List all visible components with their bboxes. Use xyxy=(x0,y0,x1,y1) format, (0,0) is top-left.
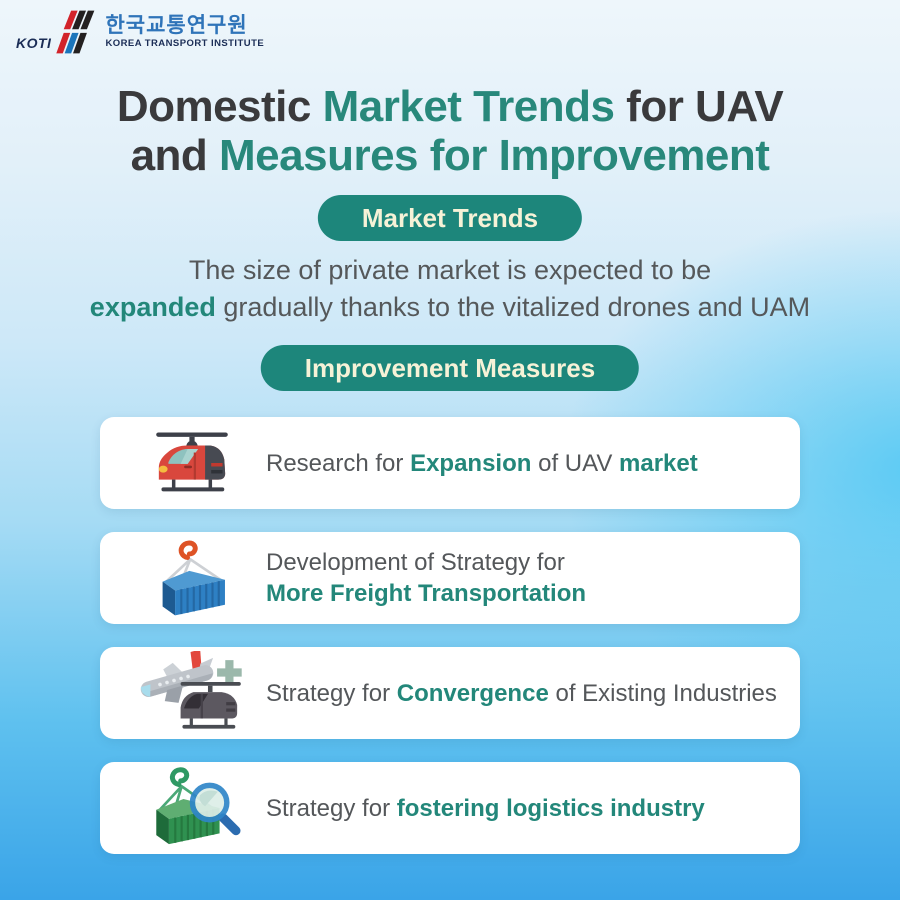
logo-names: 한국교통연구원 KOREA TRANSPORT INSTITUTE xyxy=(105,14,264,50)
card1-text-emphasis: market xyxy=(619,449,698,477)
description-line2-rest: gradually thanks to the vitalized drones… xyxy=(215,292,811,322)
measure-card-convergence: Strategy for Convergence of Existing Ind… xyxy=(100,647,800,739)
description-emphasis: expanded xyxy=(89,292,216,322)
card2-text-line2-emphasis: More Freight Transportation xyxy=(266,580,587,607)
improvement-measures-badge: Improvement Measures xyxy=(260,345,640,391)
card1-text-emphasis: Expansion xyxy=(410,449,532,477)
helicopter-icon xyxy=(126,425,258,501)
title-line2-teal: Measures for Improvement xyxy=(219,131,770,180)
card4-text-emphasis: fostering logistics industry xyxy=(396,794,705,822)
title-line1: Domestic Market Trends for UAV xyxy=(116,82,784,131)
logo-korean-name: 한국교통연구원 xyxy=(105,14,248,37)
page-title: Domestic Market Trends for UAV and Measu… xyxy=(0,82,900,180)
koti-acronym: KOTI xyxy=(16,35,52,51)
card1-text-part: of UAV xyxy=(531,449,620,477)
measure-card-logistics: Strategy for fostering logistics industr… xyxy=(100,762,800,854)
title-line1-dark: Domestic xyxy=(116,82,323,131)
koti-logo: KOTI 한국교통연구원 KOREA TRANSPORT INSTITUTE xyxy=(16,10,264,54)
card3-text-part: of Existing Industries xyxy=(548,679,777,707)
title-line2: and Measures for Improvement xyxy=(131,131,770,180)
measure-card-freight: Development of Strategy for More Freight… xyxy=(100,532,800,624)
title-line1-teal: Market Trends xyxy=(322,82,615,131)
logo-english-name: KOREA TRANSPORT INSTITUTE xyxy=(105,38,265,49)
card3-text-emphasis: Convergence xyxy=(396,679,549,707)
card1-text-part: Research for xyxy=(266,449,411,477)
card-text-logistics: Strategy for fostering logistics industr… xyxy=(266,793,705,824)
card2-text-line1: Development of Strategy for xyxy=(266,549,565,576)
measure-card-expansion: Research for Expansion of UAV market xyxy=(100,417,800,509)
card3-text-part: Strategy for xyxy=(266,679,397,707)
card-text-expansion: Research for Expansion of UAV market xyxy=(266,448,698,479)
card4-text-part: Strategy for xyxy=(266,794,397,822)
card-text-freight: Development of Strategy for More Freight… xyxy=(266,547,586,609)
market-trends-description: The size of private market is expected t… xyxy=(0,252,900,326)
market-trends-badge: Market Trends xyxy=(317,195,583,241)
container-hook-icon xyxy=(126,537,258,619)
title-line2-dark: and xyxy=(130,131,220,180)
title-line1-dark2: for UAV xyxy=(614,82,784,131)
description-line1: The size of private market is expected t… xyxy=(188,255,712,285)
koti-stripes-icon xyxy=(56,10,95,54)
container-magnifier-icon xyxy=(126,766,258,850)
card-text-convergence: Strategy for Convergence of Existing Ind… xyxy=(266,678,777,709)
aircraft-convergence-icon xyxy=(126,651,258,735)
